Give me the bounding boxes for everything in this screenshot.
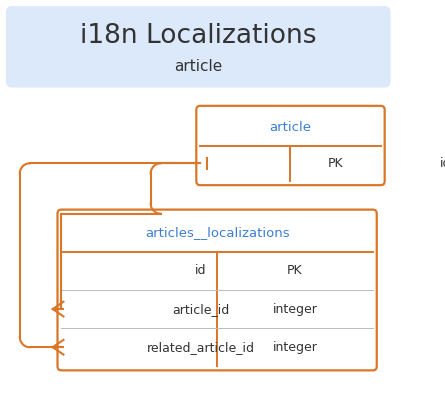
Text: article_id: article_id — [172, 302, 229, 315]
Text: article: article — [174, 59, 222, 74]
Text: i18n Localizations: i18n Localizations — [80, 24, 316, 49]
Text: article: article — [270, 121, 312, 134]
Text: articles__localizations: articles__localizations — [145, 226, 289, 239]
Text: integer: integer — [272, 341, 317, 354]
FancyBboxPatch shape — [196, 106, 384, 185]
FancyBboxPatch shape — [57, 210, 377, 370]
Text: id: id — [440, 157, 445, 170]
Text: integer: integer — [272, 302, 317, 315]
FancyBboxPatch shape — [6, 6, 391, 88]
Text: PK: PK — [287, 265, 303, 278]
Text: related_article_id: related_article_id — [147, 341, 255, 354]
Text: id: id — [195, 265, 206, 278]
Text: PK: PK — [328, 157, 344, 170]
